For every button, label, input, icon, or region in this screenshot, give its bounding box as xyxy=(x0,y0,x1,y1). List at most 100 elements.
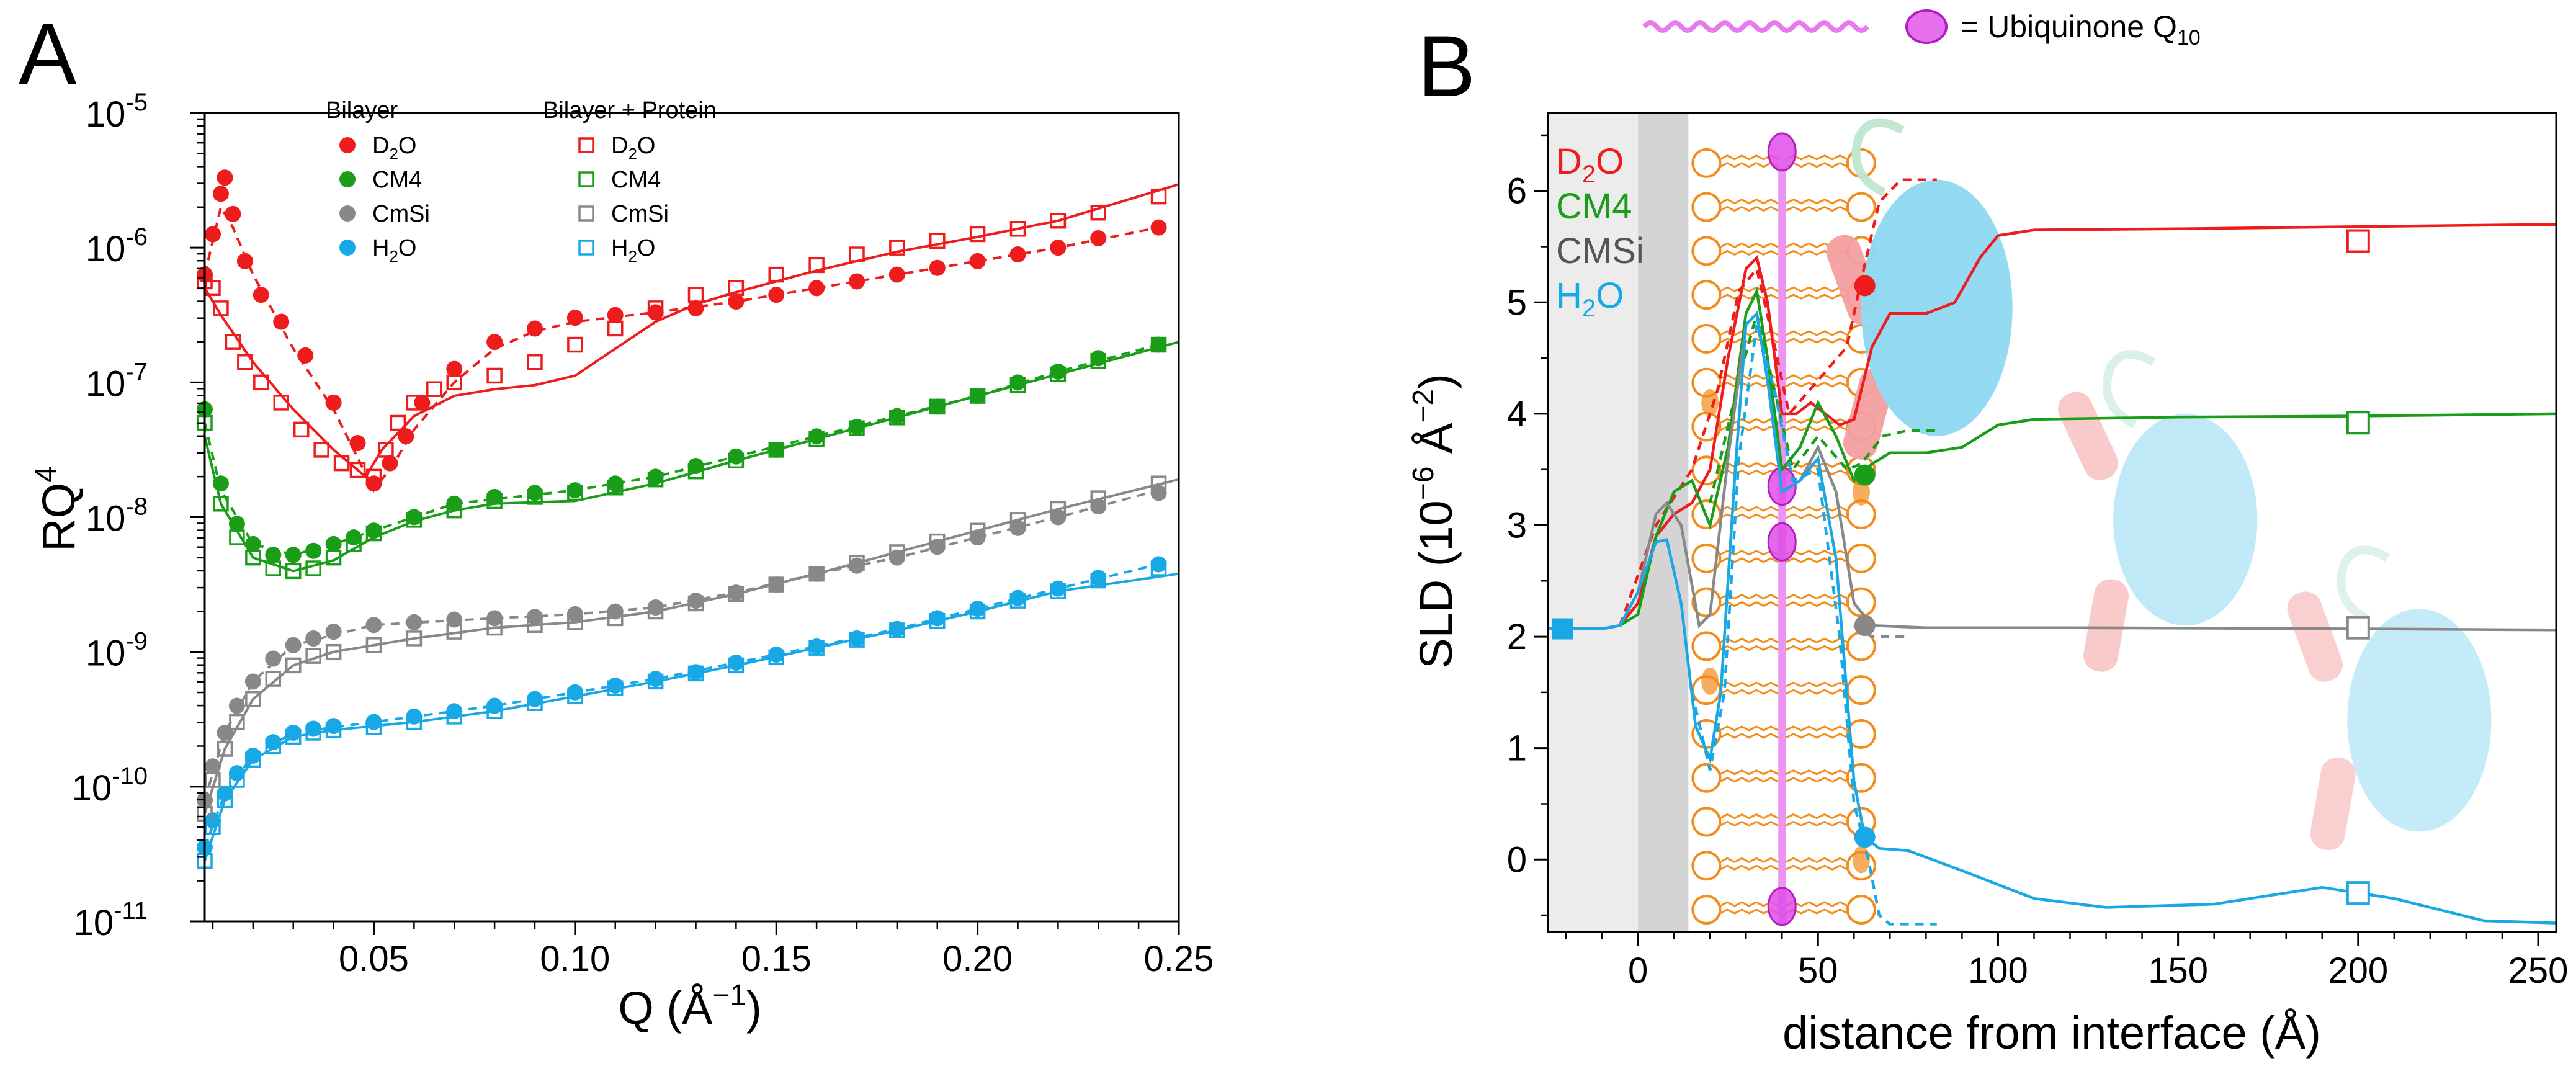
lipid-tail-icon xyxy=(1785,645,1848,651)
panel-b-plot-frame xyxy=(1547,112,2557,933)
lipid-tail-icon xyxy=(1719,813,1779,820)
data-point xyxy=(313,442,329,458)
data-point xyxy=(212,186,229,202)
lipid-tail-icon xyxy=(1785,601,1848,607)
data-point xyxy=(687,463,704,480)
data-point xyxy=(888,408,905,424)
data-point xyxy=(365,637,382,653)
data-point xyxy=(1050,363,1067,380)
data-point xyxy=(365,522,382,539)
lipid-tail-icon xyxy=(1719,242,1779,249)
x-tick-label: 50 xyxy=(1798,951,1838,991)
data-point xyxy=(647,468,664,485)
lipid-headgroup-icon xyxy=(1846,675,1876,705)
data-point xyxy=(426,381,442,397)
data-point xyxy=(273,395,290,411)
data-point xyxy=(365,719,382,736)
sld-marker xyxy=(1552,618,1573,640)
legend-marker-filled xyxy=(339,205,356,222)
ubiquinone-head-icon xyxy=(1905,9,1948,44)
lipid-headgroup-icon xyxy=(1691,148,1722,178)
data-point xyxy=(1050,501,1067,517)
legend-marker-filled xyxy=(339,171,356,187)
data-point xyxy=(969,388,986,404)
data-point xyxy=(446,703,463,720)
data-point xyxy=(212,475,229,492)
data-point xyxy=(333,455,350,472)
data-point xyxy=(566,482,583,499)
lipid-tail-icon xyxy=(1719,506,1779,512)
lipid-tail-icon xyxy=(1785,425,1848,432)
data-point xyxy=(446,502,462,519)
ubiquinone-head-icon xyxy=(1767,887,1797,926)
panel-a-y-axis: 10-11 10-10 10-9 10-8 10-7 10-6 10-5 xyxy=(72,89,205,943)
lipid-tail-icon xyxy=(1719,198,1779,205)
lipid-tail-icon xyxy=(1719,418,1779,424)
data-point xyxy=(1090,498,1107,515)
data-point xyxy=(607,677,624,694)
lipid-tail-icon xyxy=(1719,689,1779,695)
data-point xyxy=(265,738,282,754)
data-point xyxy=(229,529,245,545)
x-tick-label: 0.05 xyxy=(339,939,409,979)
data-point xyxy=(929,533,946,550)
x-tick-label: 0.15 xyxy=(741,939,812,979)
lipid-tail-icon xyxy=(1719,601,1779,607)
panel-b: B = Ubiquinone Q10 0 50 100 150 200 250 0 1 2 3 4… xyxy=(1407,9,2568,1059)
lipid-headgroup-icon xyxy=(1691,807,1722,837)
data-point xyxy=(1009,593,1026,609)
data-point xyxy=(566,684,583,701)
y-tick-label: 5 xyxy=(1507,282,1527,323)
lipid-headgroup-icon xyxy=(1691,763,1722,793)
lipid-tail-icon xyxy=(1785,162,1848,168)
lipid-tail-icon xyxy=(1719,769,1779,776)
data-point xyxy=(1009,221,1026,237)
ubiquinone-key-label: = Ubiquinone Q10 xyxy=(1961,9,2201,50)
data-point xyxy=(848,418,865,435)
lipid-tail-icon xyxy=(1785,593,1848,600)
y-tick-label: 10-6 xyxy=(86,223,148,269)
data-point xyxy=(297,347,314,364)
data-point xyxy=(969,253,986,269)
legend-marker-open xyxy=(578,240,594,256)
data-point xyxy=(849,246,865,262)
panel-a-x-axis: 0.05 0.10 0.15 0.20 0.25 xyxy=(212,921,1214,979)
data-point xyxy=(245,691,261,707)
data-point xyxy=(808,257,825,274)
lipid-tail-icon xyxy=(1785,286,1848,292)
sld-marker xyxy=(2346,881,2370,905)
data-point xyxy=(849,632,865,648)
data-point xyxy=(228,697,245,714)
panel-b-y-axis: 0 1 2 3 4 5 6 xyxy=(1507,134,1548,916)
data-point xyxy=(969,522,986,539)
data-point xyxy=(406,708,423,725)
data-point xyxy=(969,226,986,243)
data-point xyxy=(768,647,785,663)
data-point xyxy=(1009,246,1026,263)
data-point xyxy=(486,488,503,505)
data-point xyxy=(213,496,229,512)
data-point xyxy=(889,240,905,256)
data-point xyxy=(929,398,946,415)
x-tick-label: 250 xyxy=(2508,951,2569,991)
data-point xyxy=(526,691,543,707)
data-point xyxy=(237,354,253,370)
sld-dashed-cmsi xyxy=(1853,624,1908,638)
legend-b-cmsi: CMSi xyxy=(1556,231,1644,271)
data-point xyxy=(889,622,905,638)
sld-marker xyxy=(2346,411,2370,435)
data-point xyxy=(687,665,704,682)
data-point xyxy=(285,728,302,745)
data-point xyxy=(1090,490,1106,506)
legend-protein-cmsi-label: CmSi xyxy=(611,201,669,227)
lipid-tail-icon xyxy=(1785,205,1848,212)
lipid-tail-icon xyxy=(1785,725,1848,732)
data-point xyxy=(647,599,664,616)
data-point xyxy=(229,714,245,730)
data-point xyxy=(929,610,946,627)
data-point xyxy=(217,741,233,757)
data-point xyxy=(253,374,269,391)
data-point xyxy=(849,420,865,436)
legend-b-h2o: H2O xyxy=(1556,275,1624,322)
data-point xyxy=(204,758,221,775)
